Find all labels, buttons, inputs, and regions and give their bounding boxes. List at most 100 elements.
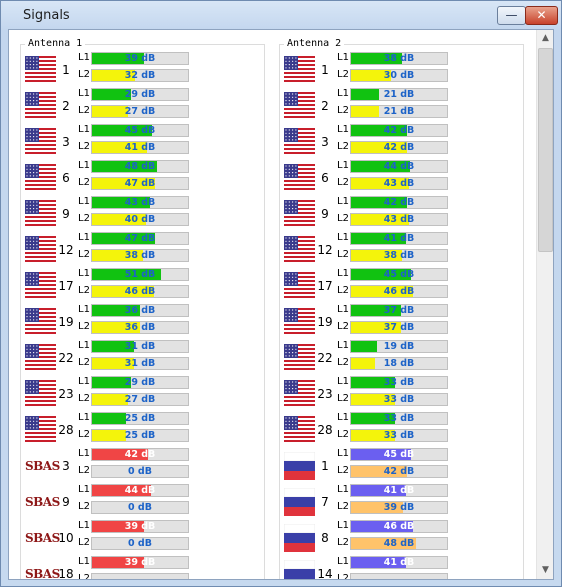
l1-signal-bar: 43 dB <box>91 196 189 209</box>
l1-signal-fill <box>351 485 407 496</box>
l2-signal-bar: 25 dB <box>91 429 189 442</box>
us-flag-icon <box>25 56 56 84</box>
l2-signal-bar: 21 dB <box>350 105 448 118</box>
l2-signal-fill <box>92 142 148 153</box>
l1-signal-value: 47 dB <box>124 233 156 244</box>
l1-label: L1 <box>337 448 349 459</box>
scroll-down-arrow[interactable]: ▼ <box>542 565 549 575</box>
l2-signal-bar: 27 dB <box>91 393 189 406</box>
antenna-1-group: Antenna 1 1 L1 39 dB L2 32 dB 2 L1 29 dB L2 27 dB… <box>20 38 266 579</box>
us-flag-icon <box>25 236 56 264</box>
scroll-thumb[interactable] <box>538 48 553 252</box>
l2-label: L2 <box>337 501 349 512</box>
l2-signal-bar: 47 dB <box>91 177 189 190</box>
antenna-2-title: Antenna 2 <box>284 38 345 49</box>
us-flag-icon <box>284 236 315 264</box>
l2-label: L2 <box>78 501 90 512</box>
l1-signal-value: 46 dB <box>383 521 415 532</box>
l2-label: L2 <box>78 429 90 440</box>
satellite-row: 3 L1 45 dB L2 41 dB <box>21 124 266 160</box>
l2-label: L2 <box>78 177 90 188</box>
l1-signal-bar: 38 dB <box>350 52 448 65</box>
satellite-row: 9 L1 43 dB L2 40 dB <box>21 196 266 232</box>
l2-signal-value: 0 dB <box>128 466 152 477</box>
l2-signal-value: 46 dB <box>124 286 156 297</box>
title-bar[interactable]: Signals — ✕ <box>1 1 561 31</box>
us-flag-icon <box>284 200 315 228</box>
l1-signal-bar: 44 dB <box>91 484 189 497</box>
l2-label: L2 <box>78 105 90 116</box>
l2-label: L2 <box>78 321 90 332</box>
l1-signal-value: 42 dB <box>383 197 415 208</box>
l1-signal-fill <box>92 269 161 280</box>
l1-signal-bar: 42 dB <box>91 448 189 461</box>
satellite-row: 17 L1 45 dB L2 46 dB <box>280 268 525 304</box>
satellite-id: 12 <box>317 243 333 257</box>
close-button[interactable]: ✕ <box>525 6 558 25</box>
l1-signal-value: 39 dB <box>124 521 156 532</box>
us-flag-icon <box>25 272 56 300</box>
l1-signal-bar: 41 dB <box>350 484 448 497</box>
us-flag-icon <box>284 92 315 120</box>
l1-signal-value: 45 dB <box>383 269 415 280</box>
l1-signal-value: 33 dB <box>383 377 415 388</box>
l2-label: L2 <box>337 393 349 404</box>
l2-signal-bar: 43 dB <box>350 177 448 190</box>
scroll-up-arrow[interactable]: ▲ <box>542 33 549 43</box>
l1-label: L1 <box>78 556 90 567</box>
l1-signal-fill <box>92 377 131 388</box>
l2-signal-bar: 43 dB <box>350 213 448 226</box>
l2-label: L2 <box>337 177 349 188</box>
l2-signal-bar: 40 dB <box>91 213 189 226</box>
us-flag-icon <box>284 308 315 336</box>
satellite-row: 7 L1 41 dB L2 39 dB <box>280 484 525 520</box>
l2-label: L2 <box>337 357 349 368</box>
l2-signal-value: 18 dB <box>383 358 415 369</box>
l1-signal-fill <box>351 557 407 568</box>
l1-signal-fill <box>92 53 145 64</box>
satellite-row: 23 L1 33 dB L2 33 dB <box>280 376 525 412</box>
l1-signal-value: 45 dB <box>124 125 156 136</box>
russia-flag-icon <box>283 559 316 579</box>
l1-signal-value: 33 dB <box>383 413 415 424</box>
l2-signal-bar: 27 dB <box>91 105 189 118</box>
l1-signal-fill <box>92 233 156 244</box>
l2-signal-value: 48 dB <box>383 538 415 549</box>
l2-signal-value <box>92 574 188 579</box>
l1-signal-bar: 45 dB <box>350 268 448 281</box>
us-flag-icon <box>284 380 315 408</box>
satellite-row: 3 L1 42 dB L2 42 dB <box>280 124 525 160</box>
us-flag-icon <box>25 92 56 120</box>
l1-signal-fill <box>92 125 153 136</box>
l1-signal-bar: 42 dB <box>350 196 448 209</box>
l1-label: L1 <box>337 304 349 315</box>
l2-label: L2 <box>337 285 349 296</box>
l2-signal-fill <box>92 286 154 297</box>
l2-signal-value: 27 dB <box>124 106 156 117</box>
l1-signal-value: 39 dB <box>124 53 156 64</box>
l1-signal-bar: 42 dB <box>350 124 448 137</box>
satellite-row: 17 L1 51 dB L2 46 dB <box>21 268 266 304</box>
l1-label: L1 <box>78 448 90 459</box>
l2-signal-fill <box>351 466 408 477</box>
satellite-id: 2 <box>321 99 329 113</box>
satellite-id: 17 <box>317 279 333 293</box>
l1-label: L1 <box>78 520 90 531</box>
sbas-logo: SBAS <box>25 459 60 473</box>
l1-label: L1 <box>78 160 90 171</box>
l1-signal-fill <box>351 413 396 424</box>
l2-signal-fill <box>351 358 376 369</box>
minimize-button[interactable]: — <box>497 6 526 25</box>
l2-label: L2 <box>337 249 349 260</box>
l2-signal-value: 39 dB <box>383 502 415 513</box>
l2-label: L2 <box>78 141 90 152</box>
vertical-scrollbar[interactable]: ▲ ▼ <box>536 30 553 579</box>
satellite-row: SBAS 9 L1 44 dB L2 0 dB <box>21 484 266 520</box>
l2-label: L2 <box>78 249 90 260</box>
l2-label: L2 <box>78 393 90 404</box>
l2-signal-bar: 36 dB <box>91 321 189 334</box>
satellite-id: 1 <box>321 459 329 473</box>
l1-label: L1 <box>337 412 349 423</box>
satellite-id: 9 <box>62 207 70 221</box>
